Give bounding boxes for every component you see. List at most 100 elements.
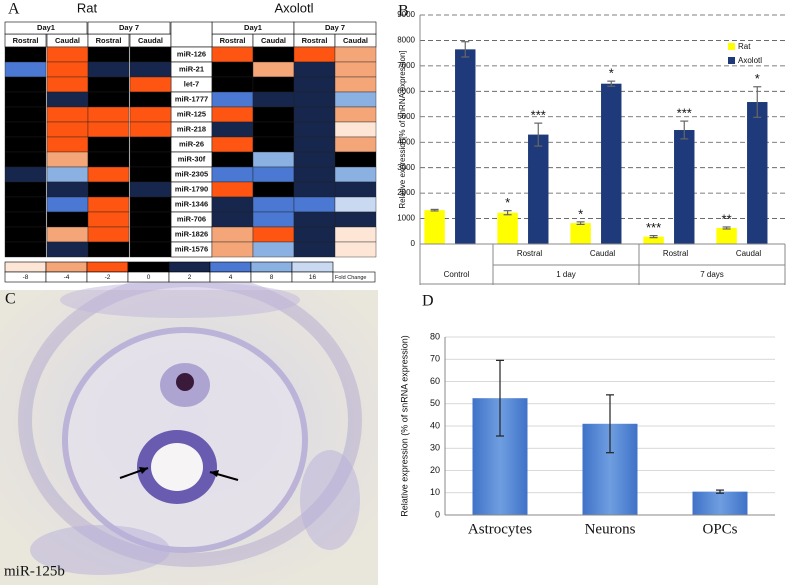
heatmap-cell xyxy=(211,226,254,243)
y-tick-label: 50 xyxy=(430,398,440,408)
heatmap-cell xyxy=(293,76,336,93)
column-header: Caudal xyxy=(138,36,163,45)
y-tick-label: 4000 xyxy=(397,137,415,146)
heatmap-cell xyxy=(46,226,89,243)
heatmap-cell xyxy=(4,196,47,213)
scale-tick-label: -4 xyxy=(64,274,70,281)
heatmap-cell xyxy=(4,121,47,138)
x-tick-label: Rostral xyxy=(517,249,543,258)
scale-swatch xyxy=(86,261,129,273)
y-tick-label: 80 xyxy=(430,331,440,341)
y-tick-label: 0 xyxy=(435,509,440,519)
scale-swatch xyxy=(250,261,293,273)
significance-label: * xyxy=(755,71,760,86)
error-bar xyxy=(722,226,731,230)
heatmap-cell xyxy=(334,196,377,213)
scale-swatch xyxy=(4,261,47,273)
error-bar xyxy=(430,208,439,212)
heatmap-cell xyxy=(293,181,336,198)
row-name: miR-1576 xyxy=(175,244,208,253)
heatmap-cell xyxy=(293,121,336,138)
day-header: Day 7 xyxy=(119,23,139,32)
error-bar xyxy=(753,86,762,118)
heatmap-cell xyxy=(87,61,130,78)
row-name: miR-30f xyxy=(178,154,206,163)
image-label: miR-125b xyxy=(4,563,65,579)
y-axis-label: Relative expression[% of snRNA expressio… xyxy=(398,50,407,208)
day-header: Day 7 xyxy=(325,23,345,32)
column-header: Rostral xyxy=(302,36,328,45)
heatmap-cell xyxy=(334,121,377,138)
y-tick-label: 3000 xyxy=(397,163,415,172)
error-bar xyxy=(461,41,470,58)
heatmap-cell xyxy=(334,61,377,78)
y-tick-label: 10 xyxy=(430,487,440,497)
heatmap-cell xyxy=(129,196,172,213)
row-name: let-7 xyxy=(184,79,199,88)
heatmap-cell xyxy=(87,46,130,63)
error-bar xyxy=(607,80,616,87)
heatmap-cell xyxy=(293,61,336,78)
bar xyxy=(747,102,768,245)
heatmap-cell xyxy=(293,196,336,213)
heatmap-cell xyxy=(4,211,47,228)
heatmap-cell xyxy=(252,46,295,63)
heatmap-cell xyxy=(46,166,89,183)
significance-label: * xyxy=(505,195,510,210)
row-name: miR-26 xyxy=(179,139,204,148)
day-header-cell xyxy=(4,21,88,35)
row-name: miR-2305 xyxy=(175,169,208,178)
heatmap-cell xyxy=(87,136,130,153)
error-bar xyxy=(576,221,585,226)
heatmap-cell xyxy=(252,136,295,153)
heatmap-cell xyxy=(211,196,254,213)
heatmap-cell xyxy=(293,136,336,153)
heatmap-cell xyxy=(46,181,89,198)
heatmap-cell xyxy=(129,181,172,198)
y-tick-label: 6000 xyxy=(397,86,415,95)
heatmap-cell xyxy=(46,61,89,78)
day-header: Day1 xyxy=(37,23,55,32)
y-tick-label: 1000 xyxy=(397,214,415,223)
y-tick-label: 70 xyxy=(430,354,440,364)
heatmap-cell xyxy=(4,76,47,93)
heatmap-cell xyxy=(46,136,89,153)
heatmap-cell xyxy=(211,76,254,93)
heatmap-cell xyxy=(293,46,336,63)
row-name: miR-1777 xyxy=(175,94,208,103)
heatmap-cell xyxy=(129,166,172,183)
heatmap-cell xyxy=(334,136,377,153)
y-tick-label: 9000 xyxy=(397,10,415,19)
y-axis-label: Relative expression (% of snRNA expressi… xyxy=(399,335,409,517)
heatmap-cell xyxy=(129,121,172,138)
heatmap-cell xyxy=(129,241,172,258)
panel-letter: C xyxy=(5,291,16,308)
micrograph xyxy=(0,273,378,585)
row-name: miR-126 xyxy=(177,49,206,58)
bar xyxy=(455,49,476,244)
heatmap-cell xyxy=(334,46,377,63)
error-bar xyxy=(606,394,614,454)
heatmap-cell xyxy=(46,106,89,123)
y-tick-label: 20 xyxy=(430,465,440,475)
heatmap-cell xyxy=(252,166,295,183)
scale-label: Fold Change xyxy=(335,275,367,281)
column-header: Caudal xyxy=(261,36,286,45)
error-bar xyxy=(716,489,724,494)
scale-tick-label: 4 xyxy=(229,274,233,281)
x-tick-label: Caudal xyxy=(736,249,762,258)
heatmap-cell xyxy=(252,106,295,123)
heatmap-cell xyxy=(334,241,377,258)
scale-tick-label: -8 xyxy=(23,274,29,281)
heatmap-cell xyxy=(211,166,254,183)
y-tick-label: 8000 xyxy=(397,36,415,45)
heatmap-cell xyxy=(334,226,377,243)
heatmap-cell xyxy=(87,91,130,108)
heatmap-cell xyxy=(211,106,254,123)
legend-swatch xyxy=(728,57,735,64)
scale-swatch xyxy=(127,261,170,273)
error-bar xyxy=(496,359,504,437)
heatmap-cell xyxy=(4,166,47,183)
